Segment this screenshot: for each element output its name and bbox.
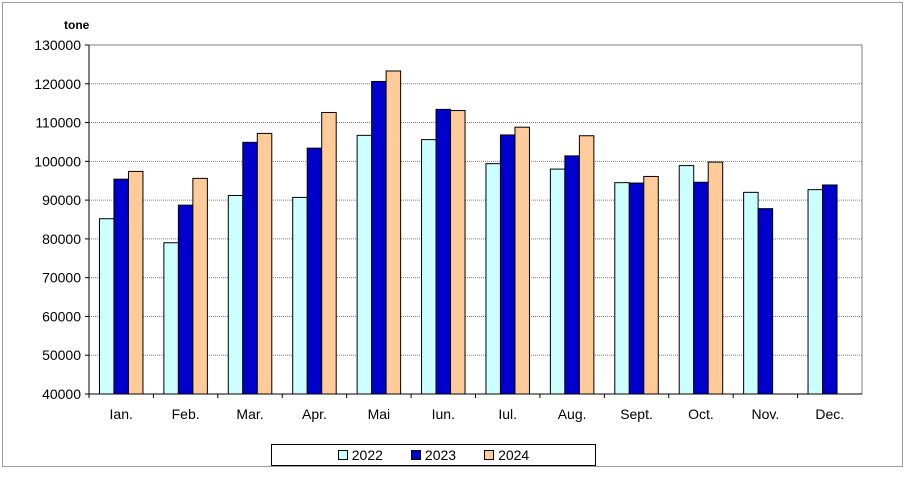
y-tick-labels: 40000 50000 60000 70000 80000 90000 100000 1100…: [34, 37, 81, 402]
bar-2024-4: [385, 70, 402, 395]
legend-label: 2023: [424, 447, 457, 463]
bar-2023-1: [177, 204, 194, 395]
bar-2023-0: [113, 178, 129, 395]
y-tick-label: 50000: [42, 347, 81, 363]
bar-2024-9: [707, 161, 724, 395]
bar-2024-5: [450, 110, 466, 395]
bar-2022-9: [678, 165, 695, 395]
bar-2023-2: [242, 141, 258, 395]
bar-2024-2: [256, 132, 273, 395]
bar-2022-5: [421, 139, 437, 395]
bar-2023-8: [628, 182, 645, 395]
bar-2022-0: [98, 218, 115, 395]
bar-2022-8: [614, 182, 630, 395]
y-tick-label: 90000: [42, 192, 81, 208]
x-tick-label: Oct.: [688, 406, 714, 422]
x-tick-label: Mar.: [236, 406, 263, 422]
bar-2022-1: [163, 242, 179, 395]
bar-2022-6: [485, 163, 501, 395]
x-tick-label: Ian.: [110, 406, 133, 422]
bar-2024-0: [127, 170, 144, 395]
legend-swatch: [484, 450, 495, 460]
bar-2023-3: [306, 147, 323, 395]
x-tick-label: Mai: [368, 406, 391, 422]
bar-2022-4: [356, 134, 373, 395]
bar-2023-10: [757, 208, 774, 395]
legend-item-2022: 2022: [337, 447, 383, 463]
y-tick-label: 60000: [42, 308, 81, 324]
legend: 2022 2023 2024: [271, 444, 596, 466]
bar-2022-7: [549, 168, 566, 395]
x-tick-label: Dec.: [815, 406, 844, 422]
bar-2022-2: [227, 194, 244, 395]
bar-2023-4: [371, 80, 387, 395]
legend-swatch: [337, 450, 348, 460]
bar-2024-1: [192, 177, 208, 395]
y-unit-label: tone: [64, 18, 90, 32]
bar-2023-11: [822, 184, 838, 395]
bar-2022-11: [807, 189, 824, 395]
x-tick-label: Sept.: [620, 406, 653, 422]
x-tick-label: Feb.: [172, 406, 200, 422]
y-tick-label: 40000: [42, 386, 81, 402]
x-tick-label: Iun.: [432, 406, 455, 422]
x-tick-label: Iul.: [498, 406, 517, 422]
legend-item-2024: 2024: [484, 447, 529, 463]
legend-item-2023: 2023: [410, 447, 457, 463]
y-tick-label: 100000: [34, 153, 81, 169]
y-tick-label: 120000: [34, 76, 81, 92]
bar-2024-6: [514, 126, 530, 395]
y-tick-label: 70000: [42, 270, 81, 286]
y-tick-label: 130000: [34, 37, 81, 53]
bar-2024-8: [643, 175, 659, 395]
bar-2023-9: [693, 181, 709, 395]
x-tick-label: Aug.: [558, 406, 587, 422]
legend-swatch: [410, 450, 421, 460]
y-tick-label: 80000: [42, 231, 81, 247]
bar-2023-6: [499, 134, 516, 395]
bar-2023-5: [435, 108, 452, 395]
bar-2022-10: [743, 191, 759, 395]
legend-label: 2022: [351, 447, 383, 463]
x-tick-label: Nov.: [752, 406, 780, 422]
bar-2023-7: [564, 155, 580, 395]
bar-2022-3: [292, 196, 308, 395]
cropped-footer-text: [0, 467, 907, 478]
bar-2024-3: [321, 111, 337, 395]
x-tick-labels: Ian. Feb. Mar. Apr. Mai Iun. Iul. Aug. Sept. Oct.…: [88, 394, 844, 422]
bars: [98, 70, 838, 395]
legend-label: 2024: [498, 447, 530, 463]
y-tick-label: 110000: [35, 115, 81, 131]
bar-2024-7: [578, 135, 595, 395]
x-tick-label: Apr.: [302, 406, 327, 422]
